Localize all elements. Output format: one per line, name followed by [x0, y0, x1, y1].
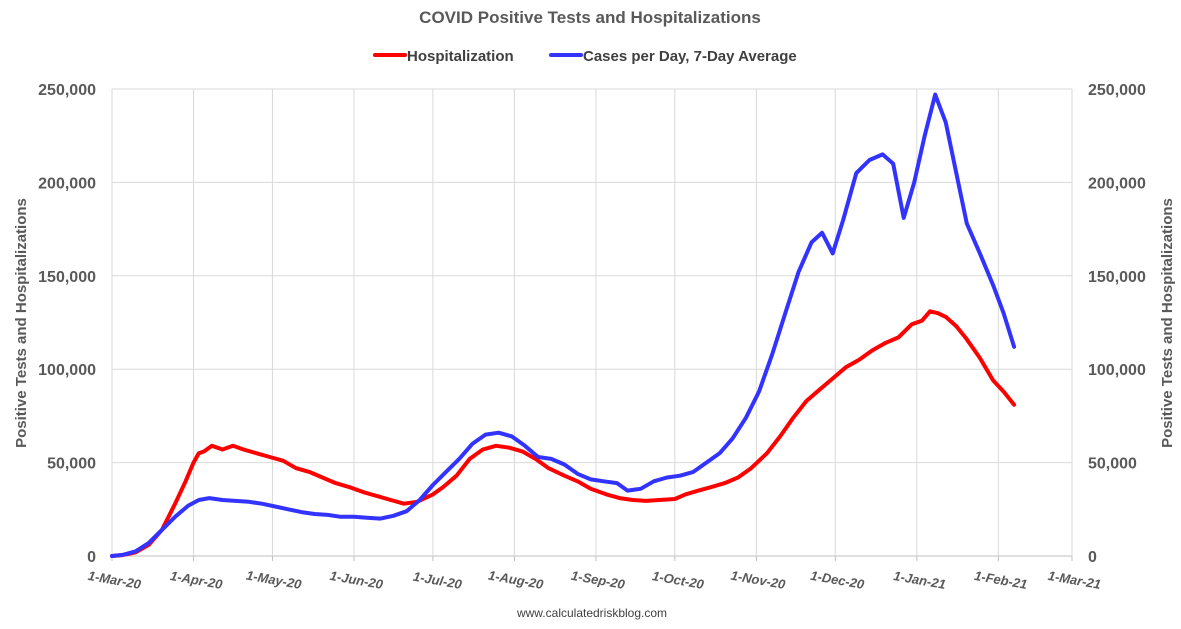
- y-tick-label-right: 0: [1088, 549, 1097, 566]
- x-tick-label: 1-Jan-21: [892, 568, 947, 592]
- x-tick-label: 1-Apr-20: [169, 568, 224, 592]
- y-tick-label-left: 0: [87, 549, 96, 566]
- legend: Hospitalization Cases per Day, 7-Day Ave…: [373, 48, 797, 65]
- series-line-hospitalization: [110, 309, 1017, 558]
- y-tick-label-right: 250,000: [1088, 82, 1146, 99]
- x-tick-label: 1-Sep-20: [570, 568, 627, 592]
- y-tick-label-right: 150,000: [1088, 269, 1146, 286]
- x-axis-ticks: 1-Mar-20 1-Apr-20 1-May-20 1-Jun-20 1-Jul-20…: [87, 568, 1102, 593]
- x-tick-label: 1-Jul-20: [412, 569, 464, 592]
- x-tick-label: 1-Nov-20: [730, 568, 787, 592]
- y-axis-right-title: Positive Tests and Hospitalizations: [1159, 198, 1176, 448]
- y-tick-label-right: 100,000: [1088, 362, 1146, 379]
- y-tick-label-right: 50,000: [1088, 456, 1137, 473]
- series-line-cases: [110, 92, 1017, 558]
- x-tick-label: 1-Oct-20: [651, 568, 706, 592]
- legend-label-cases: Cases per Day, 7-Day Average: [583, 48, 797, 65]
- x-tick-label: 1-Jun-20: [329, 568, 385, 592]
- chart-title: COVID Positive Tests and Hospitalization…: [419, 8, 761, 27]
- series-lines: [110, 92, 1017, 558]
- x-tick-label: 1-Feb-21: [973, 568, 1028, 592]
- y-tick-label-left: 200,000: [38, 175, 96, 192]
- y-tick-label-left: 100,000: [38, 362, 96, 379]
- y-axis-left-ticks: 0 50,000 100,000 150,000 200,000 250,000: [38, 82, 96, 566]
- y-axis-right-ticks: 0 50,000 100,000 150,000 200,000 250,000: [1088, 82, 1146, 566]
- x-tick-label: 1-Mar-21: [1047, 568, 1102, 592]
- legend-label-hospitalization: Hospitalization: [407, 48, 514, 65]
- x-tick-label: 1-May-20: [245, 568, 303, 593]
- x-tick-label: 1-Dec-20: [809, 568, 866, 592]
- y-tick-label-right: 200,000: [1088, 175, 1146, 192]
- y-axis-left-title: Positive Tests and Hospitalizations: [13, 198, 30, 448]
- source-note: www.calculatedriskblog.com: [516, 606, 667, 620]
- y-tick-label-left: 50,000: [47, 456, 96, 473]
- x-tick-label: 1-Mar-20: [87, 568, 143, 592]
- x-tick-label: 1-Aug-20: [487, 568, 545, 593]
- y-tick-label-left: 150,000: [38, 269, 96, 286]
- y-tick-label-left: 250,000: [38, 82, 96, 99]
